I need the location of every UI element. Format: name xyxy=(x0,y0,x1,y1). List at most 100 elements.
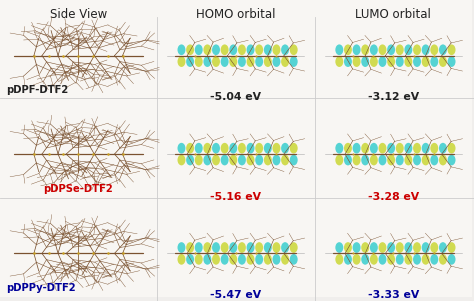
FancyBboxPatch shape xyxy=(157,198,315,297)
Ellipse shape xyxy=(344,254,352,265)
Ellipse shape xyxy=(195,143,203,154)
Ellipse shape xyxy=(273,242,281,253)
Ellipse shape xyxy=(212,56,220,67)
Text: -3.28 eV: -3.28 eV xyxy=(368,192,419,202)
Ellipse shape xyxy=(212,155,220,165)
Ellipse shape xyxy=(281,254,289,265)
Ellipse shape xyxy=(264,242,272,253)
Ellipse shape xyxy=(413,254,421,265)
Ellipse shape xyxy=(447,56,456,67)
Ellipse shape xyxy=(430,143,438,154)
Ellipse shape xyxy=(203,155,211,165)
Text: -3.33 eV: -3.33 eV xyxy=(368,290,419,300)
Ellipse shape xyxy=(203,45,211,55)
Ellipse shape xyxy=(281,56,289,67)
FancyBboxPatch shape xyxy=(0,98,157,198)
Ellipse shape xyxy=(430,155,438,165)
Ellipse shape xyxy=(404,56,412,67)
Ellipse shape xyxy=(404,254,412,265)
Ellipse shape xyxy=(238,155,246,165)
Ellipse shape xyxy=(439,242,447,253)
Ellipse shape xyxy=(370,254,378,265)
Ellipse shape xyxy=(379,56,386,67)
Ellipse shape xyxy=(404,45,412,55)
Ellipse shape xyxy=(246,254,255,265)
Ellipse shape xyxy=(447,45,456,55)
Ellipse shape xyxy=(439,45,447,55)
Ellipse shape xyxy=(335,254,343,265)
Ellipse shape xyxy=(229,45,237,55)
Ellipse shape xyxy=(439,143,447,154)
Ellipse shape xyxy=(430,254,438,265)
FancyBboxPatch shape xyxy=(315,98,472,198)
Ellipse shape xyxy=(246,45,255,55)
Ellipse shape xyxy=(430,45,438,55)
Text: -5.04 eV: -5.04 eV xyxy=(210,92,261,102)
Ellipse shape xyxy=(281,143,289,154)
Ellipse shape xyxy=(195,254,203,265)
Ellipse shape xyxy=(361,143,369,154)
Ellipse shape xyxy=(177,143,185,154)
Ellipse shape xyxy=(387,45,395,55)
Ellipse shape xyxy=(370,242,378,253)
Ellipse shape xyxy=(212,143,220,154)
Ellipse shape xyxy=(203,254,211,265)
Ellipse shape xyxy=(186,143,194,154)
Ellipse shape xyxy=(264,155,272,165)
Ellipse shape xyxy=(290,56,298,67)
Ellipse shape xyxy=(221,143,228,154)
Ellipse shape xyxy=(246,155,255,165)
Ellipse shape xyxy=(379,45,386,55)
FancyBboxPatch shape xyxy=(0,0,157,98)
FancyBboxPatch shape xyxy=(315,0,472,98)
Ellipse shape xyxy=(361,155,369,165)
Ellipse shape xyxy=(387,56,395,67)
Ellipse shape xyxy=(281,155,289,165)
Ellipse shape xyxy=(413,242,421,253)
Ellipse shape xyxy=(229,56,237,67)
Ellipse shape xyxy=(404,242,412,253)
FancyBboxPatch shape xyxy=(157,0,315,98)
Text: HOMO orbital: HOMO orbital xyxy=(196,8,275,20)
Ellipse shape xyxy=(353,45,361,55)
Ellipse shape xyxy=(396,242,404,253)
Ellipse shape xyxy=(396,56,404,67)
Ellipse shape xyxy=(344,56,352,67)
Ellipse shape xyxy=(212,254,220,265)
Text: LUMO orbital: LUMO orbital xyxy=(356,8,431,20)
Ellipse shape xyxy=(186,254,194,265)
Ellipse shape xyxy=(439,155,447,165)
Ellipse shape xyxy=(335,155,343,165)
Ellipse shape xyxy=(221,155,228,165)
Ellipse shape xyxy=(361,56,369,67)
Ellipse shape xyxy=(413,143,421,154)
Ellipse shape xyxy=(387,155,395,165)
Ellipse shape xyxy=(430,242,438,253)
Ellipse shape xyxy=(273,143,281,154)
Text: -5.47 eV: -5.47 eV xyxy=(210,290,261,300)
Ellipse shape xyxy=(422,242,429,253)
Ellipse shape xyxy=(361,254,369,265)
Ellipse shape xyxy=(273,45,281,55)
Ellipse shape xyxy=(379,254,386,265)
Ellipse shape xyxy=(246,242,255,253)
Ellipse shape xyxy=(238,56,246,67)
Ellipse shape xyxy=(344,242,352,253)
Ellipse shape xyxy=(413,56,421,67)
Text: -3.12 eV: -3.12 eV xyxy=(368,92,419,102)
Ellipse shape xyxy=(221,254,228,265)
Ellipse shape xyxy=(264,254,272,265)
Ellipse shape xyxy=(439,56,447,67)
Ellipse shape xyxy=(353,254,361,265)
Ellipse shape xyxy=(353,242,361,253)
Ellipse shape xyxy=(229,155,237,165)
Ellipse shape xyxy=(177,155,185,165)
Text: pDPF-DTF2: pDPF-DTF2 xyxy=(6,85,68,95)
Ellipse shape xyxy=(353,143,361,154)
Ellipse shape xyxy=(177,254,185,265)
Ellipse shape xyxy=(396,45,404,55)
FancyBboxPatch shape xyxy=(0,198,157,297)
Ellipse shape xyxy=(221,242,228,253)
Ellipse shape xyxy=(195,56,203,67)
Ellipse shape xyxy=(264,143,272,154)
